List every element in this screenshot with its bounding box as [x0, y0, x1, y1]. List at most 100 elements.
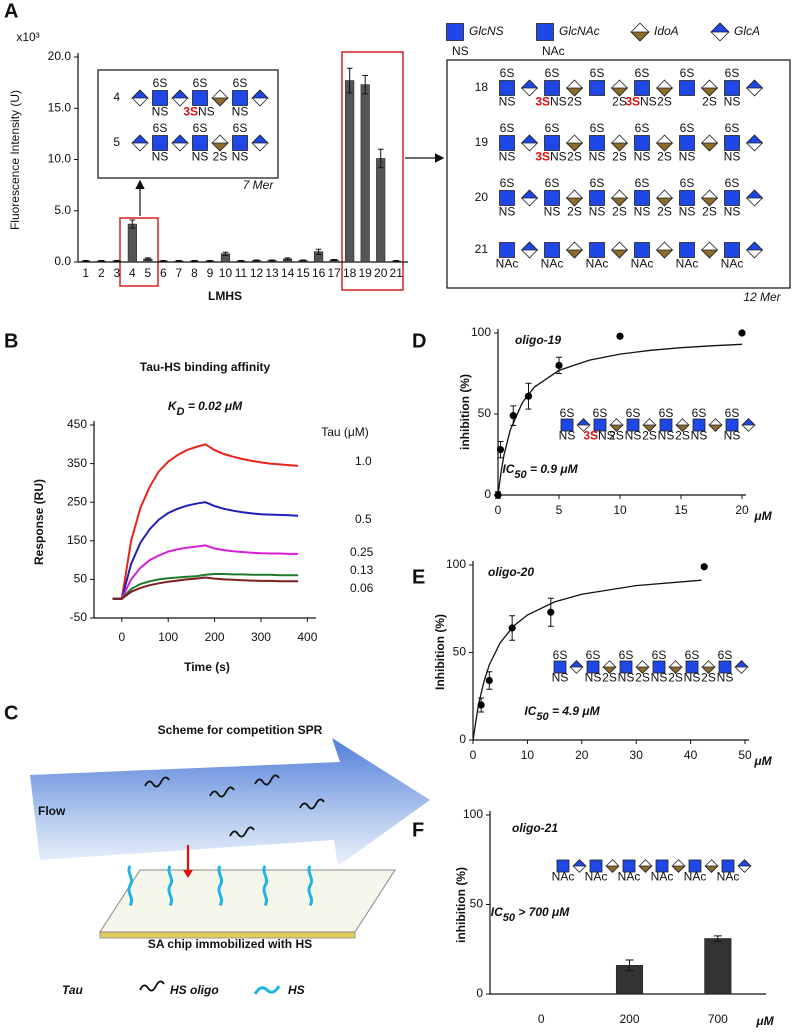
x-tick-label: 20 — [735, 503, 749, 517]
residue-glyph-half — [610, 142, 629, 152]
x-tick-label: 20 — [374, 266, 388, 280]
bar — [127, 223, 137, 263]
residue-glyph-half — [668, 666, 683, 674]
axis-multiplier: x10³ — [16, 30, 39, 44]
residue-glyph-half — [520, 189, 539, 199]
residue-glyph — [685, 660, 699, 674]
text-part: 3S — [535, 94, 550, 108]
text-part: 50 — [536, 711, 549, 723]
substituent-label: 6S — [500, 176, 515, 190]
x-tick-label: 5 — [145, 266, 152, 280]
residue-glyph — [544, 135, 560, 151]
data-point — [738, 329, 746, 337]
substituent-label: 6S — [193, 76, 208, 90]
substituent-label: 2S — [702, 94, 717, 108]
substituent-label: 6S — [233, 121, 248, 135]
residue-glyph-half — [251, 134, 269, 144]
residue-glyph-half — [610, 249, 629, 259]
y-tick-label: 100 — [446, 557, 466, 571]
x-tick-label: 15 — [674, 503, 688, 517]
substituent-label: 3SNS — [183, 104, 214, 118]
residue-glyph — [560, 418, 574, 432]
y-axis-title: Fluorescence Intensity (U) — [8, 90, 22, 230]
substituent-label: 6S — [685, 648, 700, 662]
error-bar — [331, 258, 337, 261]
text-part: 50 — [503, 912, 516, 924]
residue-glyph — [634, 242, 650, 258]
x-tick-label: 1 — [82, 266, 89, 280]
panel-label: B — [4, 330, 18, 352]
substituent-label: 6S — [680, 121, 695, 135]
glycan-row-label: 21 — [475, 242, 489, 256]
substituent-label: 2S — [567, 149, 582, 163]
residue-glyph-half — [602, 666, 617, 674]
residue-glyph-half — [737, 859, 752, 867]
residue-glyph — [679, 135, 695, 151]
substituent-label: 6S — [545, 176, 560, 190]
bar — [345, 80, 355, 263]
residue-glyph — [721, 859, 735, 873]
residue-glyph — [556, 859, 570, 873]
glycan-legend-name: GlcA — [734, 24, 760, 38]
residue-glyph — [725, 418, 739, 432]
error-bar — [191, 259, 198, 262]
substituent-label: 6S — [593, 406, 608, 420]
legend-label: 1.0 — [355, 454, 372, 468]
error-bar — [315, 248, 322, 255]
y-axis-title: inhibition (%) — [454, 867, 468, 943]
residue-glyph-half — [655, 142, 674, 152]
residue-glyph — [626, 418, 640, 432]
substituent-label: 6S — [500, 66, 515, 80]
error-bar — [176, 259, 182, 262]
residue-glyph-half — [745, 79, 764, 89]
glycan-row-label: 18 — [475, 80, 489, 94]
highlight-box — [119, 217, 159, 287]
substituent-label: NS — [499, 149, 516, 163]
error-bar — [98, 259, 105, 262]
residue-glyph — [619, 660, 633, 674]
substituent-label: NS — [625, 429, 642, 443]
residue-glyph — [688, 859, 702, 873]
substituent-label: NAc — [631, 256, 654, 270]
residue-glyph-half — [211, 97, 229, 107]
legend-label: Tau — [62, 983, 84, 997]
error-bar — [346, 67, 353, 94]
residue-glyph-half — [131, 89, 149, 99]
substituent-label: NAc — [586, 256, 609, 270]
glycan-legend-name: GlcNS — [469, 24, 504, 38]
residue-glyph — [679, 242, 695, 258]
substituent-label: 2S — [612, 94, 627, 108]
substituent-label: 6S — [659, 406, 674, 420]
substituent-label: NS — [499, 204, 516, 218]
residue-glyph — [589, 190, 605, 206]
substituent-label: 6S — [635, 176, 650, 190]
residue-glyph — [634, 135, 650, 151]
text-part: NS — [198, 104, 215, 118]
residue-glyph-half — [700, 142, 719, 152]
chip — [99, 869, 396, 933]
text-part: K — [168, 399, 178, 413]
substituent-label: 2S — [675, 429, 690, 443]
substituent-label: NAc — [552, 870, 575, 884]
error-bar — [625, 959, 634, 972]
substituent-label: 3SNS — [535, 149, 566, 163]
residue-glyph — [692, 418, 706, 432]
substituent-label: 6S — [590, 66, 605, 80]
inset-caption: 7 Mer — [243, 178, 275, 192]
substituent-label: NS — [589, 149, 606, 163]
bar — [360, 84, 370, 263]
substituent-label: 6S — [725, 121, 740, 135]
annotation: IC50 > 700 μM — [491, 905, 571, 924]
axis-line — [472, 561, 749, 741]
y-tick-label: 0 — [484, 487, 491, 501]
substituent-label: 2S — [657, 94, 672, 108]
residue-glyph-half — [211, 142, 229, 152]
series-line — [112, 573, 299, 600]
residue-glyph-half — [675, 424, 690, 432]
text-part: 3S — [583, 429, 598, 443]
annotation: KD = 0.02 μM — [168, 399, 243, 418]
substituent-label: NS — [544, 204, 561, 218]
residue-glyph-half — [704, 865, 719, 873]
error-bar — [145, 257, 151, 261]
substituent-label: 3SNS — [625, 94, 656, 108]
